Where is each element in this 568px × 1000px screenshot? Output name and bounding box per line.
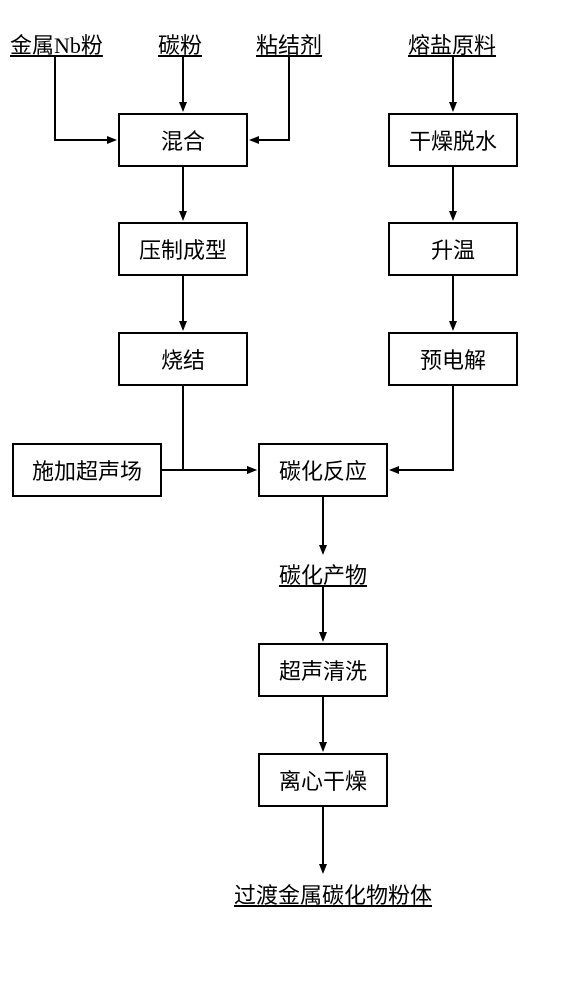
box-carburize: 碳化反应 <box>258 443 388 497</box>
box-heat: 升温 <box>388 222 518 276</box>
text-ultrasonic-clean: 超声清洗 <box>279 654 367 686</box>
label-nb-powder: 金属Nb粉 <box>10 28 103 60</box>
arrow-preelec-to-carburize <box>391 386 453 470</box>
text-preelec: 预电解 <box>420 343 486 375</box>
label-output: 过渡金属碳化物粉体 <box>234 878 432 910</box>
box-sinter: 烧结 <box>118 332 248 386</box>
arrow-sinter-to-carburize <box>183 386 255 470</box>
arrow-nb-to-mix <box>55 55 115 140</box>
text-ultrasonic-field: 施加超声场 <box>32 454 142 486</box>
flowchart-canvas: 金属Nb粉 碳粉 粘结剂 熔盐原料 混合 压制成型 烧结 干燥脱水 升温 预电解… <box>0 0 568 1000</box>
text-heat: 升温 <box>431 233 475 265</box>
box-mix: 混合 <box>118 113 248 167</box>
text-press: 压制成型 <box>139 233 227 265</box>
arrow-binder-to-mix <box>251 55 289 140</box>
label-carb-product: 碳化产物 <box>279 558 367 590</box>
box-dry: 干燥脱水 <box>388 113 518 167</box>
box-preelec: 预电解 <box>388 332 518 386</box>
text-dry: 干燥脱水 <box>409 124 497 156</box>
label-binder: 粘结剂 <box>256 28 322 60</box>
box-ultrasonic-field: 施加超声场 <box>12 443 162 497</box>
label-molten-salt: 熔盐原料 <box>408 28 496 60</box>
text-mix: 混合 <box>161 124 205 156</box>
text-centrifuge: 离心干燥 <box>279 764 367 796</box>
text-sinter: 烧结 <box>161 343 205 375</box>
label-carbon-powder: 碳粉 <box>158 28 202 60</box>
box-ultrasonic-clean: 超声清洗 <box>258 643 388 697</box>
box-centrifuge: 离心干燥 <box>258 753 388 807</box>
text-carburize: 碳化反应 <box>279 454 367 486</box>
box-press: 压制成型 <box>118 222 248 276</box>
